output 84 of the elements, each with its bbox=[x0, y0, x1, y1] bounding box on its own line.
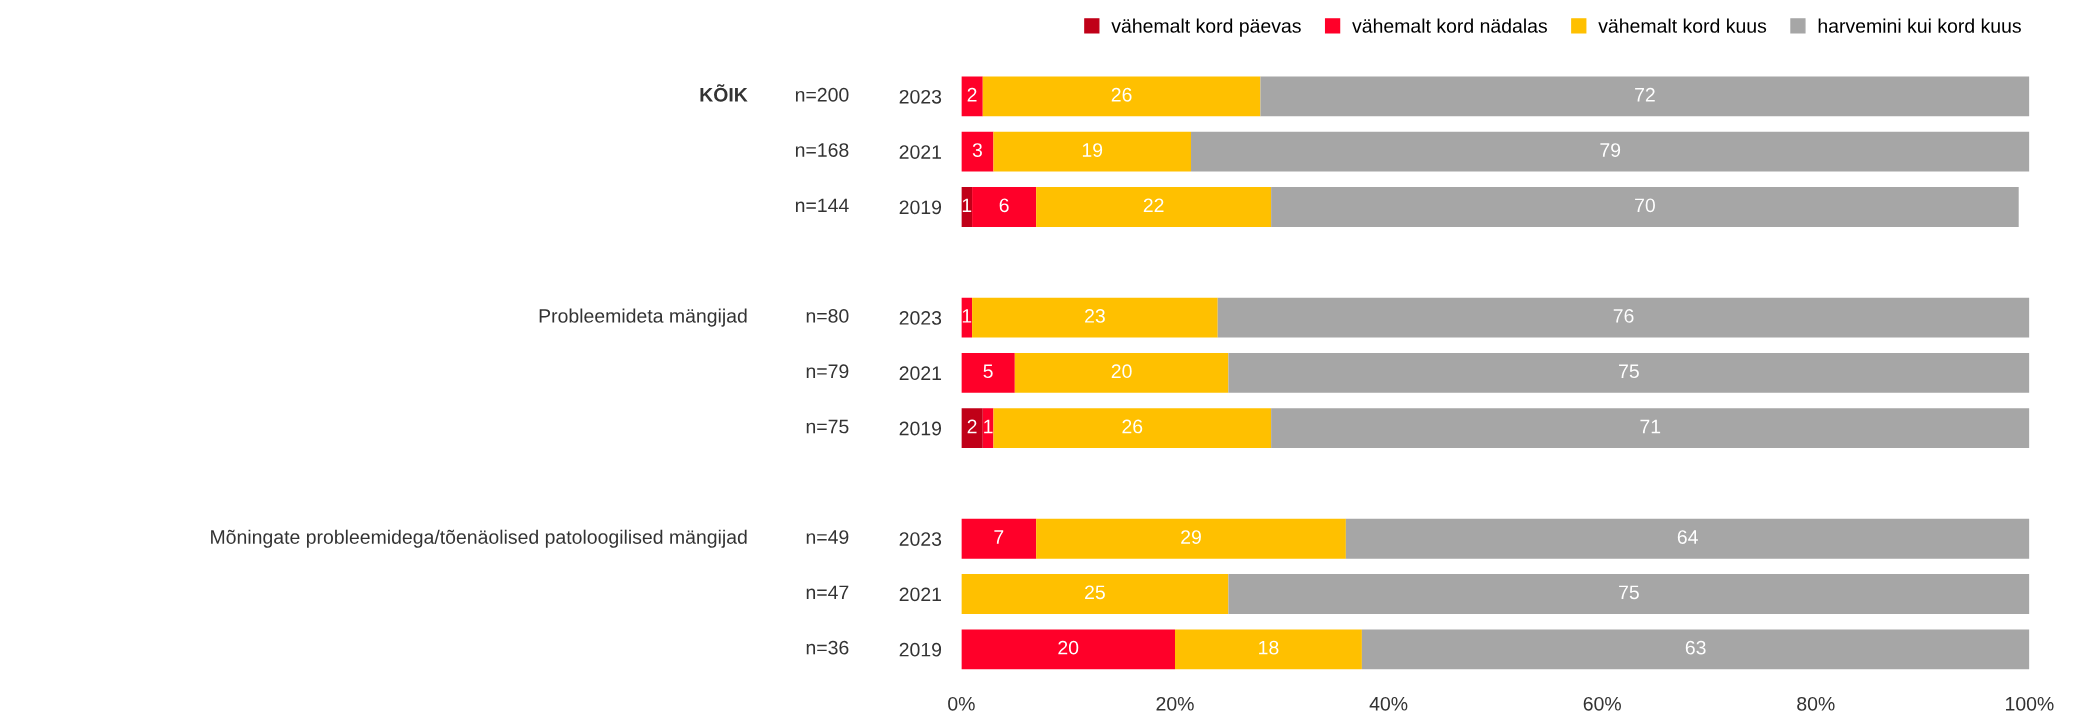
data-label: 64 bbox=[1677, 530, 1698, 544]
data-label: 19 bbox=[1082, 143, 1103, 157]
data-label: 23 bbox=[1085, 309, 1105, 323]
text: n=168 bbox=[795, 143, 849, 157]
data-label: 1 bbox=[962, 309, 972, 323]
data-label: 18 bbox=[1259, 640, 1279, 655]
bar bbox=[1228, 352, 2030, 393]
bar bbox=[982, 76, 1261, 117]
x-tick-label: 100% bbox=[2006, 696, 2054, 711]
data-label: 22 bbox=[1143, 198, 1164, 213]
bar bbox=[1345, 518, 2030, 559]
bar bbox=[1260, 76, 2030, 117]
bar bbox=[1271, 187, 2019, 227]
text: n=80 bbox=[806, 309, 849, 323]
bar bbox=[961, 574, 1229, 614]
text: n=79 bbox=[806, 364, 849, 379]
y-tick-label: 2021 bbox=[899, 587, 942, 602]
data-label: 2 bbox=[967, 87, 977, 102]
data-label: 26 bbox=[1111, 87, 1132, 102]
text: n=200 bbox=[795, 87, 849, 102]
bar bbox=[1014, 352, 1229, 393]
text: Probleemideta mängijad bbox=[539, 308, 747, 327]
bar bbox=[1036, 187, 1272, 227]
data-label: 3 bbox=[972, 143, 982, 157]
y-tick-label: 2023 bbox=[899, 89, 942, 104]
x-tick-label: 40% bbox=[1369, 696, 1408, 711]
y-tick-label: 2021 bbox=[899, 145, 942, 159]
bar bbox=[972, 297, 1218, 338]
x-tick-label: 20% bbox=[1156, 696, 1194, 711]
x-tick-label: 0% bbox=[948, 696, 975, 711]
text: n=49 bbox=[806, 530, 849, 544]
data-label: 29 bbox=[1181, 530, 1201, 544]
bar bbox=[961, 76, 983, 117]
legend-label: vähemalt kord päevas bbox=[1111, 18, 1301, 37]
bar bbox=[993, 408, 1272, 449]
data-label: 25 bbox=[1085, 585, 1105, 600]
data-label: 6 bbox=[999, 198, 1009, 213]
bar bbox=[1361, 629, 2030, 670]
text: n=47 bbox=[806, 585, 849, 600]
data-label: 1 bbox=[962, 198, 972, 213]
bar bbox=[961, 131, 994, 172]
data-label: 71 bbox=[1640, 419, 1661, 434]
x-tick-label: 80% bbox=[1797, 696, 1835, 711]
bar bbox=[1228, 574, 2030, 614]
bar bbox=[1175, 629, 1362, 670]
y-tick-label: 2023 bbox=[899, 311, 942, 325]
y-tick-label: 2023 bbox=[899, 532, 942, 546]
y-tick-label: 2021 bbox=[899, 366, 942, 381]
y-tick-label: 2019 bbox=[899, 642, 942, 657]
data-label: 79 bbox=[1600, 143, 1621, 157]
legend-label: harvemini kui kord kuus bbox=[1818, 18, 2021, 33]
y-tick-label: 2019 bbox=[899, 200, 942, 215]
data-label: 72 bbox=[1635, 87, 1655, 102]
data-label: 63 bbox=[1685, 640, 1706, 655]
bar bbox=[961, 408, 983, 449]
bar bbox=[961, 352, 1015, 393]
data-label: 20 bbox=[1111, 364, 1132, 379]
data-label: 20 bbox=[1058, 640, 1079, 655]
legend-label: vähemalt kord kuus bbox=[1598, 18, 1767, 33]
data-label: 7 bbox=[994, 530, 1004, 544]
legend-label: vähemalt kord nädalas bbox=[1352, 18, 1547, 33]
data-label: 1 bbox=[984, 419, 993, 434]
data-label: 76 bbox=[1613, 309, 1634, 323]
x-tick-label: 60% bbox=[1583, 696, 1621, 711]
text: n=144 bbox=[795, 198, 849, 213]
data-label: 70 bbox=[1635, 198, 1655, 213]
data-label: 75 bbox=[1619, 364, 1639, 379]
bar bbox=[972, 187, 1037, 227]
text: n=75 bbox=[806, 419, 849, 434]
bar bbox=[1191, 131, 2030, 172]
data-label: 26 bbox=[1122, 419, 1143, 434]
text: Mõningate probleemidega/tõenäolised patoloogilised mängijad bbox=[211, 529, 747, 548]
bar bbox=[1217, 297, 2030, 338]
text: n=36 bbox=[806, 640, 849, 655]
text: KÕIK bbox=[700, 84, 748, 102]
data-label: 5 bbox=[983, 364, 993, 379]
bar bbox=[1271, 408, 2030, 449]
bar bbox=[993, 131, 1192, 172]
bar bbox=[1036, 518, 1346, 559]
data-label: 2 bbox=[967, 419, 977, 434]
data-label: 75 bbox=[1619, 585, 1639, 600]
bar bbox=[961, 629, 1175, 670]
y-tick-label: 2019 bbox=[899, 421, 942, 436]
bar bbox=[961, 518, 1037, 559]
